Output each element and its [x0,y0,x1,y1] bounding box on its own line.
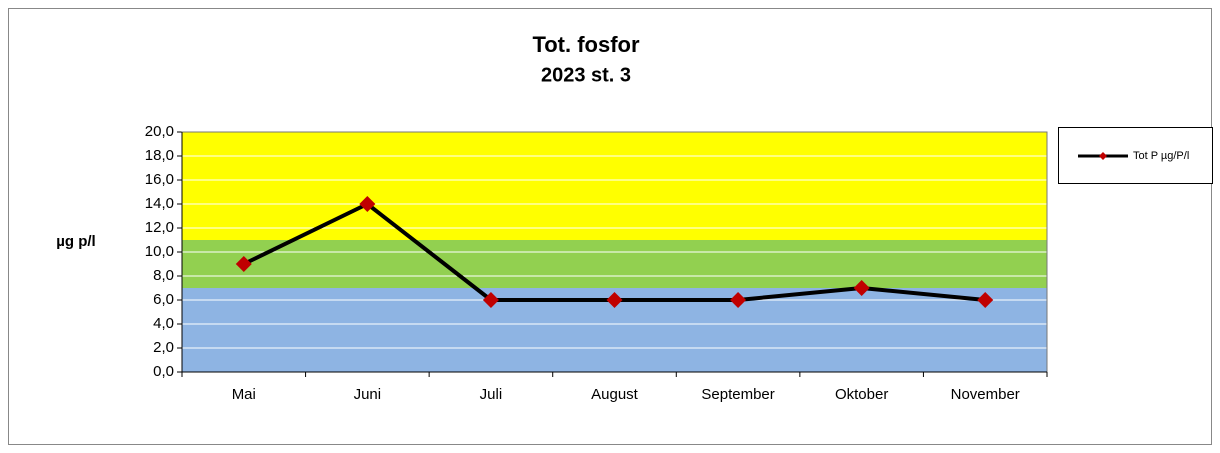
y-axis-label: µg p/l [56,233,95,250]
point [606,292,623,308]
band [182,240,1047,288]
legend-marker [1099,152,1107,160]
y-tick-label: 12,0 [145,219,174,236]
x-tick-label: September [701,386,774,403]
y-tick-label: 0,0 [153,363,174,380]
y-tick-label: 8,0 [153,267,174,284]
y-tick-label: 20,0 [145,123,174,140]
x-tick-label: Juni [354,386,382,403]
x-tick-label: Oktober [835,386,888,403]
y-tick-label: 10,0 [145,243,174,260]
chart-subtitle: 2023 st. 3 [541,64,631,86]
point [482,292,499,308]
y-tick-label: 6,0 [153,291,174,308]
point [359,196,376,212]
point [235,256,252,272]
chart-title: Tot. fosfor [532,32,640,57]
y-tick-label: 2,0 [153,339,174,356]
y-tick-label: 4,0 [153,315,174,332]
x-tick-label: August [591,386,639,403]
y-tick-label: 16,0 [145,171,174,188]
y-tick-label: 14,0 [145,195,174,212]
legend-text: Tot P µg/P/l [1133,150,1189,162]
x-tick-label: Mai [232,386,256,403]
band [182,132,1047,240]
y-tick-label: 18,0 [145,147,174,164]
point [977,292,994,308]
point [730,292,747,308]
x-tick-label: Juli [480,386,503,403]
point [853,280,870,296]
x-tick-label: November [951,386,1020,403]
